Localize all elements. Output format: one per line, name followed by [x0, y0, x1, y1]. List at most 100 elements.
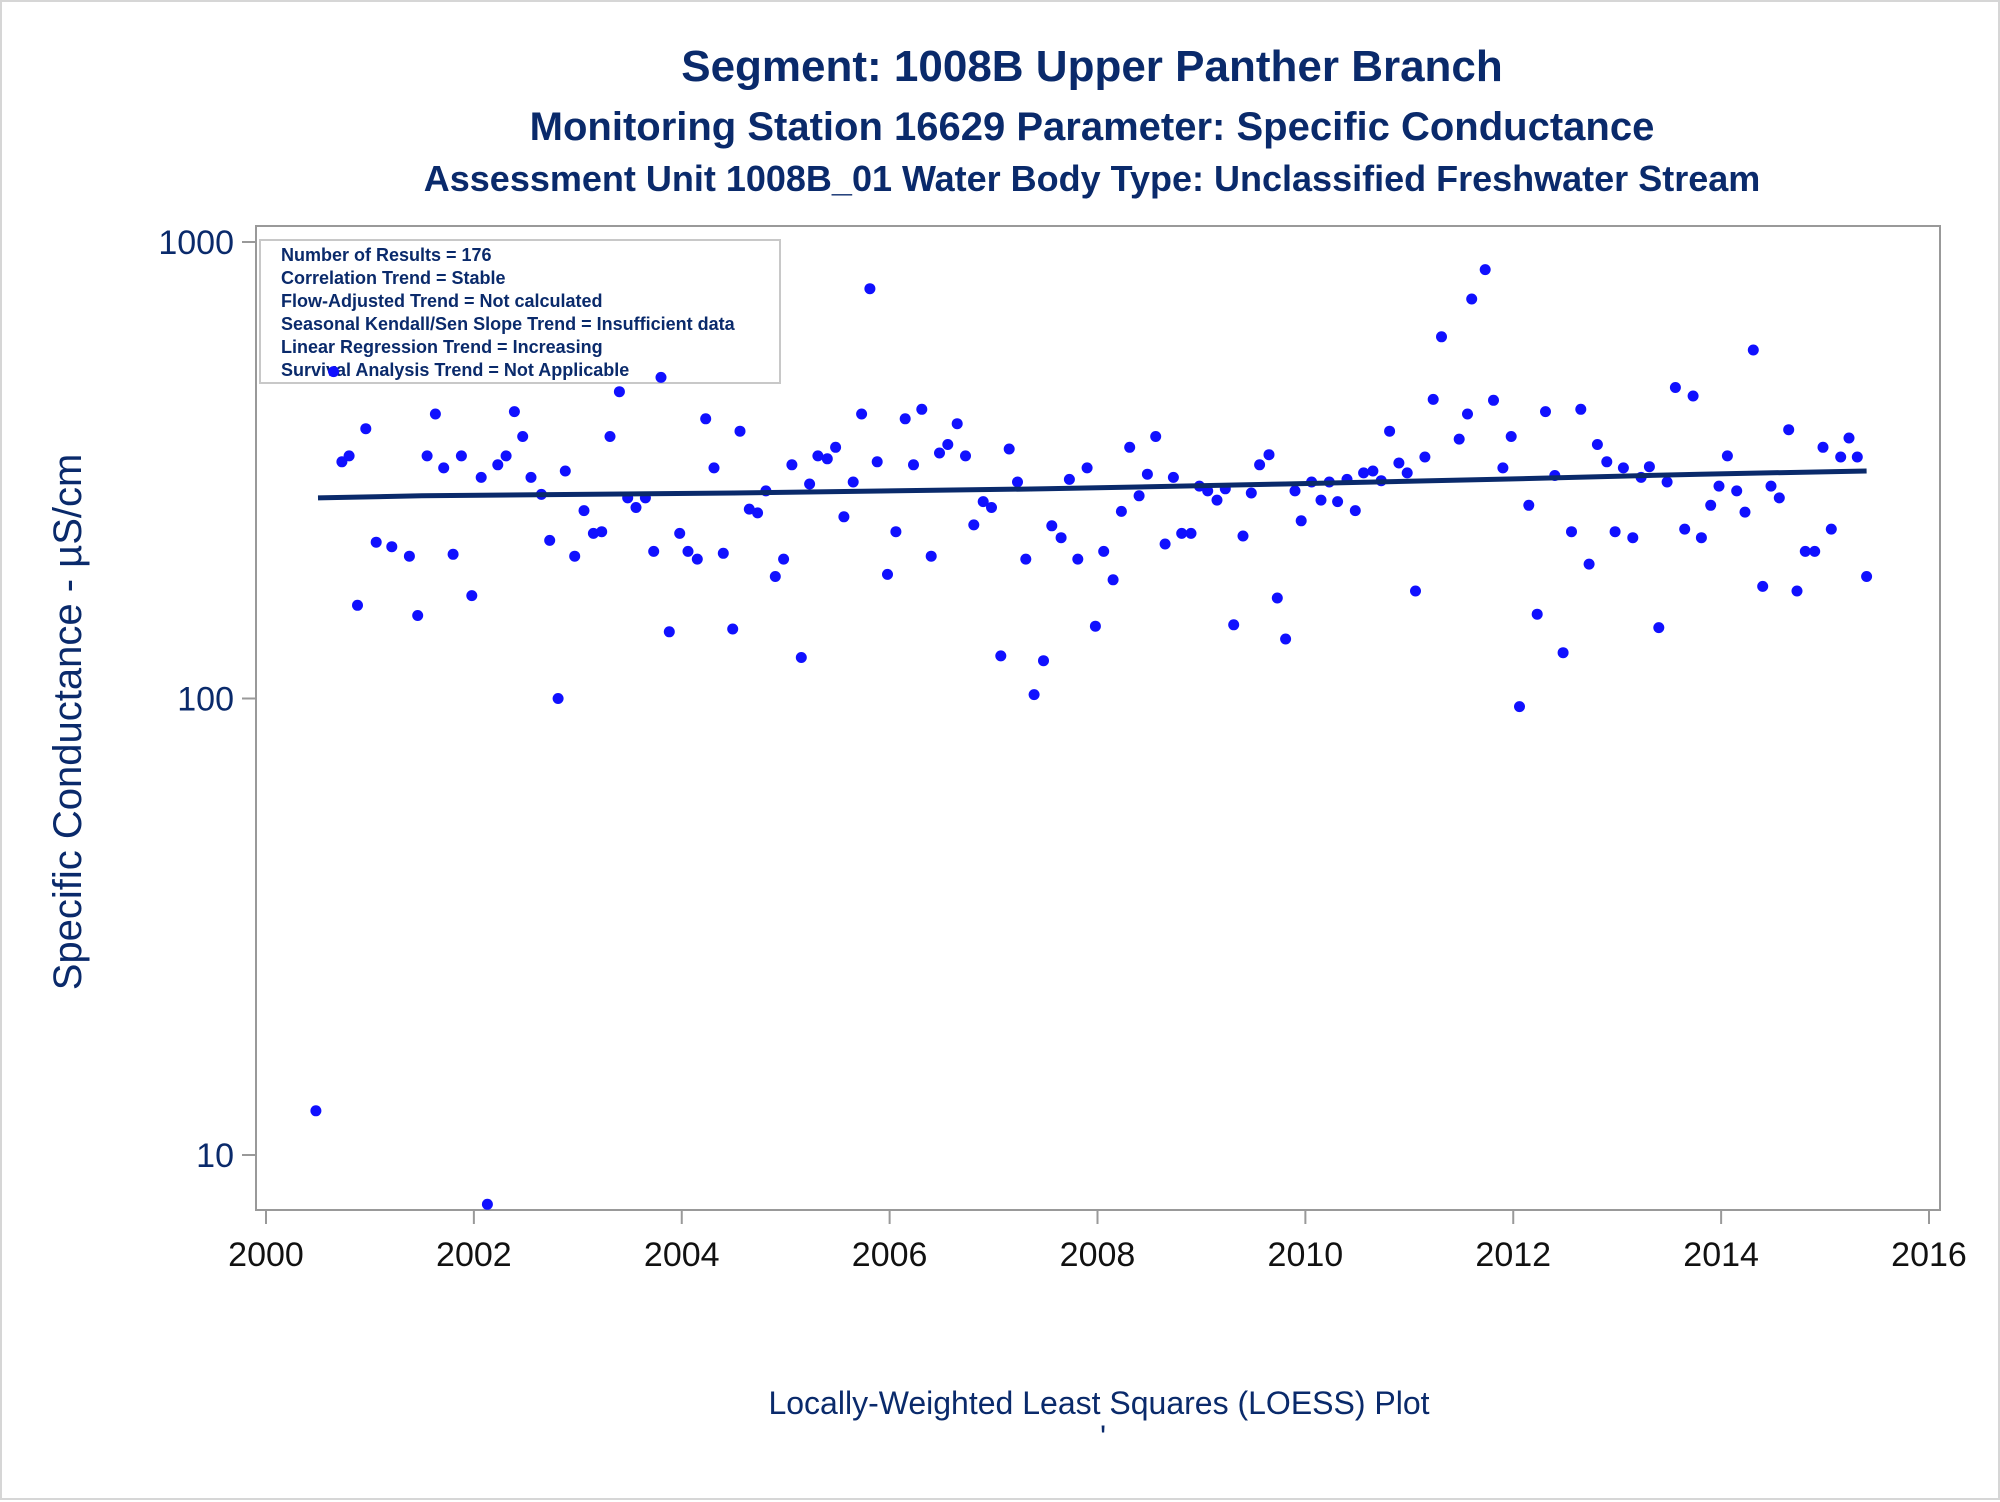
- data-point: [934, 447, 945, 459]
- data-point: [1072, 553, 1084, 565]
- data-point: [1687, 390, 1699, 402]
- data-point: [752, 507, 764, 519]
- data-point: [578, 505, 590, 517]
- data-point: [1773, 492, 1785, 504]
- data-point: [1757, 580, 1769, 592]
- stats-line-results: Number of Results = 176: [281, 245, 492, 265]
- data-point: [455, 450, 467, 462]
- data-point: [743, 503, 755, 515]
- data-point: [717, 547, 729, 559]
- data-point: [544, 534, 556, 546]
- data-point: [508, 406, 520, 418]
- data-point: [370, 536, 382, 548]
- data-point: [552, 693, 564, 704]
- x-tick-label: 2000: [228, 1236, 304, 1274]
- data-point: [1141, 468, 1153, 480]
- data-point: [1063, 473, 1075, 485]
- data-point: [864, 283, 876, 295]
- data-point: [682, 545, 694, 557]
- data-point: [1721, 450, 1733, 462]
- data-point: [343, 450, 355, 462]
- data-point: [1020, 553, 1032, 565]
- data-point: [1843, 432, 1855, 444]
- data-point: [856, 408, 868, 420]
- data-point: [500, 450, 512, 462]
- data-point: [587, 527, 599, 539]
- data-point: [871, 456, 883, 468]
- stats-line-kendall: Seasonal Kendall/Sen Slope Trend = Insuf…: [281, 314, 736, 334]
- data-point: [1453, 433, 1465, 445]
- data-point: [1367, 465, 1379, 477]
- data-point: [691, 553, 703, 565]
- data-point: [1809, 545, 1821, 557]
- data-point: [1575, 403, 1587, 415]
- x-tick-label: 2010: [1268, 1236, 1344, 1274]
- data-point: [1479, 264, 1491, 276]
- stats-line-regression: Linear Regression Trend = Increasing: [281, 337, 603, 357]
- data-point: [942, 439, 954, 450]
- x-axis: 2000 2002 2004 2006 2008 2010 2012 2014 2016: [228, 1210, 1967, 1274]
- data-point: [1427, 393, 1439, 405]
- data-point: [1055, 532, 1067, 544]
- data-point: [525, 471, 537, 483]
- data-point: [847, 476, 859, 488]
- data-point: [1679, 523, 1691, 535]
- data-point: [1176, 527, 1188, 539]
- chart-title: Segment: 1008B Upper Panther Branch: [681, 42, 1503, 91]
- data-point: [569, 550, 581, 562]
- data-point: [447, 548, 459, 560]
- data-point: [1765, 480, 1777, 492]
- data-point: [663, 626, 675, 638]
- data-point: [1289, 485, 1301, 497]
- data-point: [481, 1198, 493, 1210]
- data-point: [403, 550, 415, 562]
- stats-box-border: [259, 239, 781, 384]
- x-tick-label: 2012: [1475, 1236, 1551, 1274]
- data-point: [1661, 476, 1673, 488]
- data-point: [1505, 431, 1517, 442]
- stats-line-correlation: Correlation Trend = Stable: [281, 268, 506, 288]
- data-point: [360, 423, 372, 435]
- data-point: [1038, 655, 1049, 667]
- data-point: [1393, 457, 1405, 469]
- data-point: [438, 462, 450, 474]
- data-point: [795, 652, 807, 663]
- data-point: [1150, 431, 1162, 442]
- data-point: [1436, 331, 1447, 343]
- data-point: [1098, 545, 1110, 557]
- data-point: [475, 471, 487, 483]
- data-point: [655, 371, 667, 383]
- data-point: [769, 571, 781, 582]
- data-point: [648, 545, 660, 557]
- data-point: [804, 478, 816, 490]
- data-point: [1401, 467, 1413, 479]
- data-point: [986, 502, 997, 513]
- data-point: [412, 610, 424, 621]
- data-point: [386, 541, 398, 553]
- data-point: [352, 599, 363, 611]
- data-point: [838, 511, 850, 523]
- data-point: [1202, 485, 1214, 497]
- x-tick-label: 2006: [852, 1236, 928, 1274]
- data-point: [1835, 451, 1847, 463]
- data-point: [1419, 451, 1431, 463]
- data-points: [310, 264, 1873, 1210]
- data-point: [466, 590, 478, 602]
- data-point: [1228, 619, 1240, 631]
- data-point: [1462, 408, 1473, 420]
- data-point: [890, 526, 902, 538]
- plot-footnote: Locally-Weighted Least Squares (LOESS) P…: [768, 1385, 1429, 1421]
- data-point: [492, 459, 504, 471]
- data-point: [1851, 451, 1863, 463]
- stats-box: Number of Results = 176 Correlation Tren…: [259, 239, 781, 384]
- data-point: [1583, 558, 1595, 570]
- data-point: [604, 431, 616, 442]
- data-point: [786, 459, 798, 471]
- data-point: [1627, 532, 1639, 544]
- x-tick-label: 2004: [644, 1236, 720, 1274]
- data-point: [328, 366, 340, 378]
- data-point: [882, 568, 893, 580]
- data-point: [429, 408, 441, 420]
- data-point: [1669, 382, 1681, 393]
